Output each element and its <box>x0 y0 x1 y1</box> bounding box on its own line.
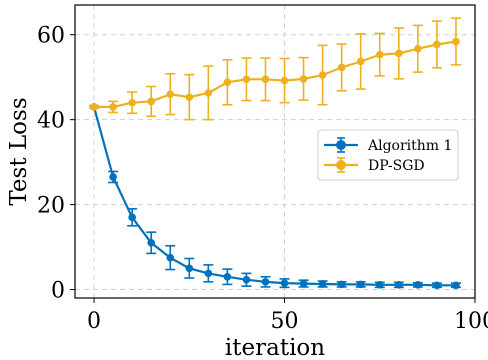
data-point <box>318 280 327 288</box>
data-point <box>395 281 403 289</box>
data-point <box>337 63 346 72</box>
data-point <box>223 272 232 281</box>
series-group <box>89 103 461 290</box>
data-point <box>109 173 117 181</box>
legend-entry: DP-SGD <box>324 157 425 174</box>
data-point <box>280 76 289 85</box>
data-point <box>395 49 403 58</box>
legend-marker <box>336 160 346 170</box>
data-point <box>452 37 460 46</box>
data-point <box>90 103 98 111</box>
data-point <box>452 281 460 290</box>
plot-frame <box>74 4 476 299</box>
data-point <box>166 90 175 98</box>
data-point <box>185 264 194 273</box>
x-tick-label: 0 <box>87 309 101 334</box>
data-point <box>128 98 136 107</box>
legend-entry: Algorithm 1 <box>324 137 452 154</box>
data-point <box>166 253 175 262</box>
y-tick-label: 40 <box>37 109 65 134</box>
y-tick-label: 20 <box>37 194 65 219</box>
data-point <box>242 275 251 284</box>
series-group <box>89 17 461 121</box>
data-point <box>433 281 441 290</box>
data-point <box>147 97 155 106</box>
y-tick-label: 60 <box>37 24 65 49</box>
legend-marker <box>336 140 346 150</box>
y-tick-label: 0 <box>51 279 65 304</box>
data-point <box>147 238 155 247</box>
data-point <box>261 278 270 286</box>
legend-label: Algorithm 1 <box>367 138 452 154</box>
data-point <box>204 89 213 97</box>
ticks: 0 50 100 0 20 40 60 <box>37 24 488 334</box>
data-point <box>299 75 308 83</box>
data-point <box>109 103 117 111</box>
data-point <box>375 50 384 59</box>
x-tick-label: 50 <box>271 309 299 334</box>
data-point <box>128 213 136 222</box>
data-point <box>261 75 270 84</box>
legend-entries: Algorithm 1 DP-SGD <box>324 137 452 174</box>
data-point <box>337 280 346 289</box>
legend: Algorithm 1 DP-SGD <box>317 129 459 181</box>
data-point <box>356 57 365 66</box>
legend-label: DP-SGD <box>368 158 425 174</box>
data-point <box>318 71 327 79</box>
y-axis-title: Test Loss <box>6 97 32 205</box>
data-point <box>185 93 194 101</box>
data-point <box>223 78 232 87</box>
data-point <box>356 280 365 289</box>
x-axis-title: iteration <box>225 335 325 360</box>
data-point <box>280 279 289 287</box>
series-layer <box>89 17 461 290</box>
data-point <box>204 269 213 278</box>
x-tick-label: 100 <box>454 309 488 334</box>
data-point <box>414 44 422 53</box>
data-point <box>299 279 308 288</box>
data-point <box>433 40 441 49</box>
data-point <box>414 281 422 289</box>
data-point <box>242 75 251 84</box>
data-point <box>375 281 384 289</box>
legend-box <box>317 129 459 181</box>
